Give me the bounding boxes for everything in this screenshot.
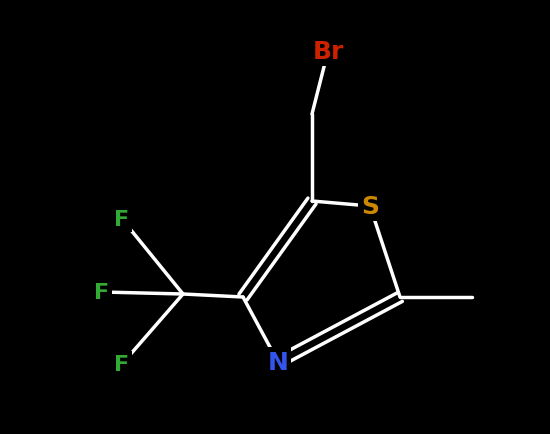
Text: F: F — [114, 210, 130, 230]
Text: N: N — [267, 350, 288, 374]
Text: S: S — [361, 194, 379, 218]
Text: Br: Br — [312, 40, 344, 64]
Text: F: F — [95, 283, 109, 302]
Text: F: F — [114, 354, 130, 374]
